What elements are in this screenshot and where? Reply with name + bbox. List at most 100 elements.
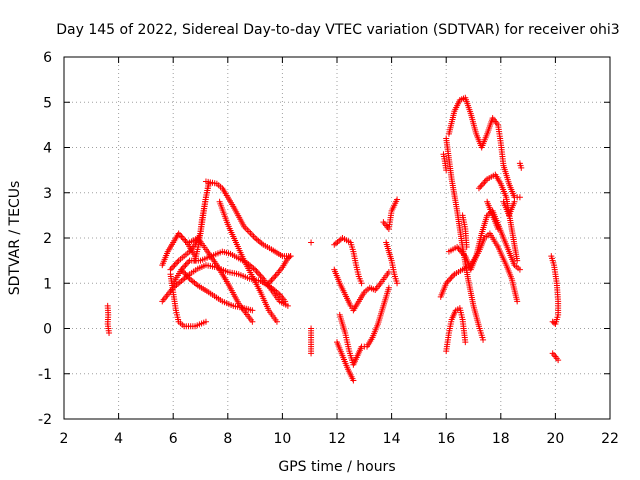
x-tick-label: 12 [328, 431, 346, 447]
y-tick-label: 5 [43, 95, 52, 111]
track-t31 [516, 160, 525, 171]
data-point [462, 339, 469, 346]
x-tick-label: 8 [223, 431, 232, 447]
x-tick-label: 10 [273, 431, 291, 447]
data-point [170, 263, 177, 270]
data-point [254, 269, 261, 276]
track-t01 [104, 302, 113, 337]
x-tick-label: 14 [383, 431, 401, 447]
x-tick-label: 2 [60, 431, 69, 447]
y-tick-label: 0 [43, 322, 52, 338]
data-point [271, 274, 278, 281]
x-tick-label: 18 [492, 431, 510, 447]
data-point [555, 357, 562, 364]
y-axis-ticks: -2 -1 0 1 2 3 4 5 6 [38, 50, 610, 428]
data-point [249, 307, 256, 314]
data-point [478, 182, 485, 189]
y-tick-label: 1 [43, 276, 52, 292]
data-point [551, 351, 558, 358]
track-t18 [334, 339, 357, 384]
data-point [551, 319, 558, 326]
y-tick-label: 2 [43, 231, 52, 247]
data-point [480, 180, 487, 187]
data-point [167, 266, 174, 273]
data-point [179, 235, 186, 241]
data-point [482, 177, 489, 184]
track-t15 [331, 235, 365, 287]
chart-title: Day 145 of 2022, Sidereal Day-to-day VTE… [56, 22, 619, 38]
data-point [514, 298, 521, 305]
data-point [516, 266, 523, 273]
data-point [394, 280, 401, 287]
data-point [268, 277, 275, 284]
y-tick-label: 6 [43, 50, 52, 66]
data-point [475, 185, 482, 192]
data-point [394, 196, 401, 203]
data-point [172, 260, 179, 267]
data-point [284, 302, 291, 309]
y-tick-label: 4 [43, 141, 52, 157]
data-point [168, 265, 175, 272]
track-t27 [459, 212, 470, 251]
y-tick-label: 3 [43, 186, 52, 202]
data-point [516, 194, 523, 201]
data-point [273, 318, 280, 325]
track-t07 [202, 178, 294, 260]
data-point [511, 198, 518, 205]
data-point [448, 274, 455, 281]
x-axis-ticks: 2 4 6 8 10 12 14 16 18 20 22 [60, 57, 619, 447]
data-point [518, 164, 525, 171]
data-point [256, 271, 263, 278]
track-t28 [475, 171, 521, 264]
track-t12 [265, 253, 294, 287]
data-point [477, 183, 484, 190]
data-point [358, 280, 365, 287]
data-point [385, 268, 392, 275]
data-point [272, 272, 279, 279]
track-t32 [548, 253, 562, 327]
track-t14 [308, 325, 315, 357]
data-point [202, 318, 209, 325]
x-tick-label: 22 [601, 431, 619, 447]
data-point [174, 259, 181, 266]
y-tick-label: -1 [38, 367, 52, 383]
track-t20 [383, 239, 401, 287]
track-t16 [331, 266, 392, 314]
data-point [514, 257, 521, 264]
data-point [181, 236, 188, 243]
x-tick-label: 20 [546, 431, 564, 447]
data-point [106, 330, 113, 337]
x-tick-label: 4 [114, 431, 123, 447]
track-t11 [216, 198, 280, 325]
track-t29 [484, 198, 502, 232]
track-t13 [308, 239, 315, 246]
data-point [286, 254, 293, 261]
data-point [481, 179, 488, 186]
x-tick-label: 6 [169, 431, 178, 447]
track-t10 [178, 266, 256, 314]
data-point [182, 262, 189, 269]
track-t26 [443, 305, 469, 355]
data-point [183, 260, 190, 267]
data-point [549, 350, 556, 357]
data-point [495, 225, 502, 232]
gridlines [64, 57, 610, 419]
data-point [308, 239, 315, 246]
data-point [308, 350, 315, 357]
data-point [447, 275, 454, 282]
data-point [178, 233, 185, 240]
data-point [253, 268, 260, 275]
data-point [445, 277, 452, 284]
data-point [269, 275, 276, 282]
data-point [171, 262, 178, 269]
x-axis-label: GPS time / hours [278, 459, 395, 475]
y-tick-label: -2 [38, 412, 52, 428]
data-point [450, 272, 457, 279]
data-point [249, 318, 256, 325]
data-point [463, 244, 470, 251]
track-t17 [336, 284, 392, 368]
data-point [480, 336, 487, 343]
data-point [549, 318, 556, 325]
track-t30 [500, 198, 518, 219]
